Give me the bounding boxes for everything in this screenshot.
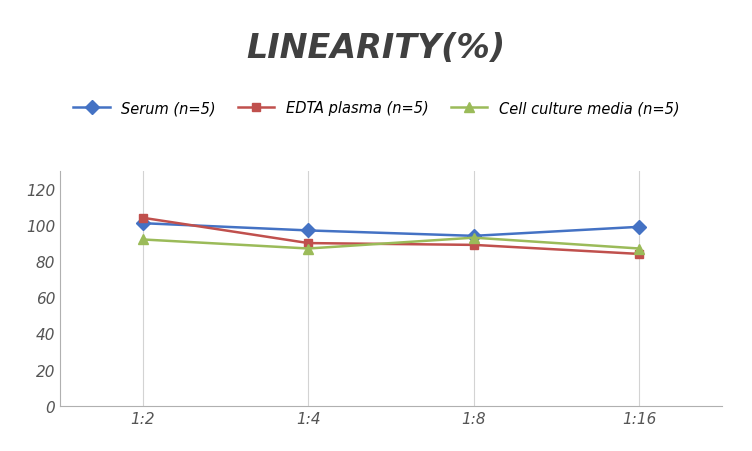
Cell culture media (n=5) bbox=[469, 235, 478, 241]
Cell culture media (n=5) bbox=[304, 246, 313, 252]
Serum (n=5) bbox=[138, 221, 147, 226]
Serum (n=5) bbox=[469, 234, 478, 239]
Cell culture media (n=5) bbox=[138, 237, 147, 243]
Cell culture media (n=5) bbox=[635, 246, 644, 252]
EDTA plasma (n=5) bbox=[138, 216, 147, 221]
Text: LINEARITY(%): LINEARITY(%) bbox=[247, 32, 505, 64]
Line: Cell culture media (n=5): Cell culture media (n=5) bbox=[138, 233, 644, 254]
EDTA plasma (n=5) bbox=[304, 241, 313, 246]
EDTA plasma (n=5) bbox=[635, 252, 644, 257]
Line: Serum (n=5): Serum (n=5) bbox=[138, 219, 644, 241]
EDTA plasma (n=5) bbox=[469, 243, 478, 248]
Serum (n=5) bbox=[304, 228, 313, 234]
Legend: Serum (n=5), EDTA plasma (n=5), Cell culture media (n=5): Serum (n=5), EDTA plasma (n=5), Cell cul… bbox=[68, 95, 685, 122]
Serum (n=5) bbox=[635, 225, 644, 230]
Line: EDTA plasma (n=5): EDTA plasma (n=5) bbox=[138, 214, 644, 258]
